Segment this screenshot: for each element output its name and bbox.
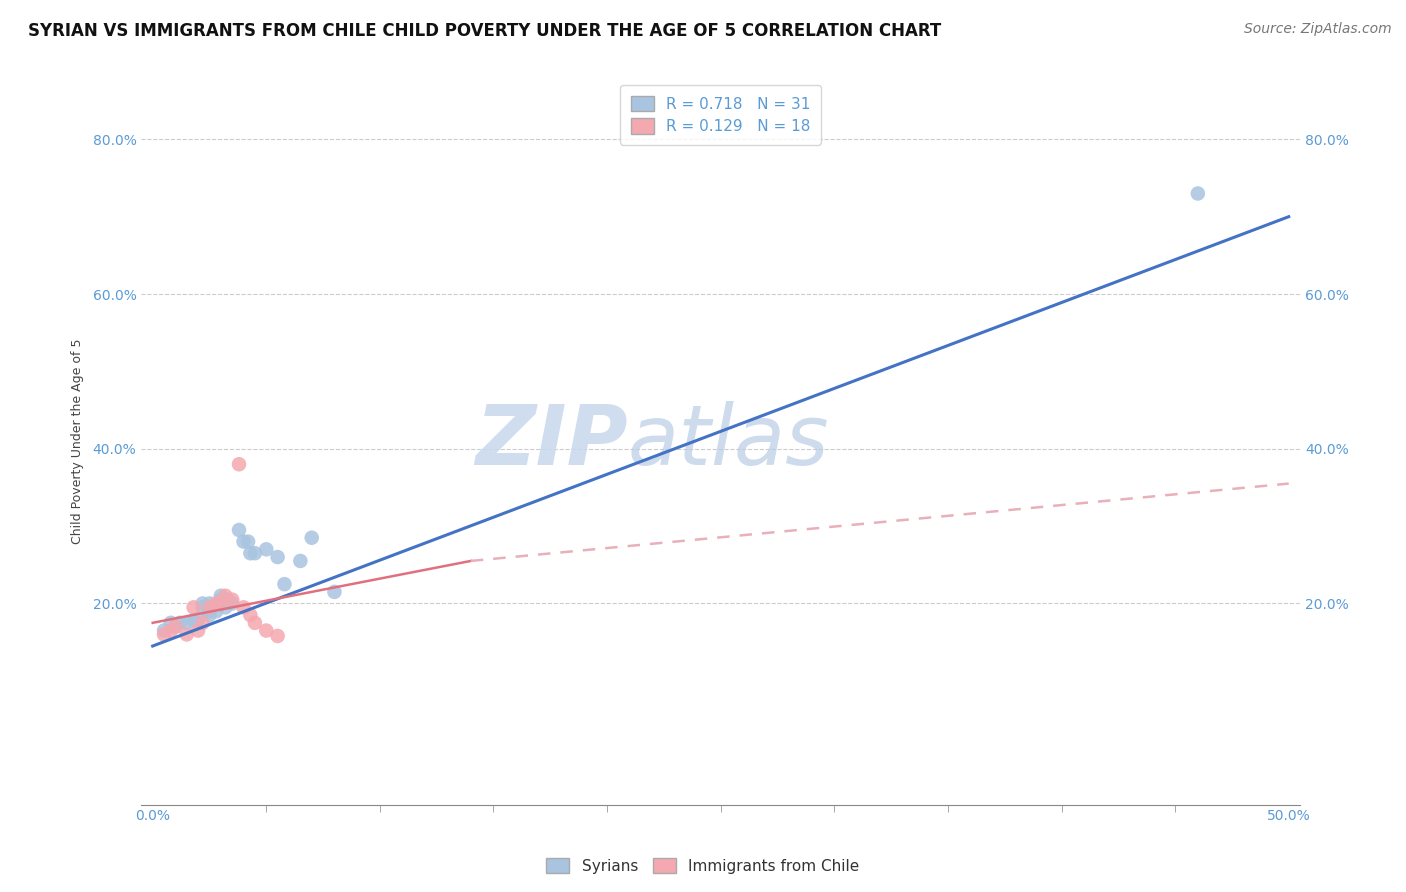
Point — [301, 531, 323, 545]
Point — [273, 577, 295, 591]
Point — [176, 615, 198, 630]
Point — [209, 597, 232, 611]
Text: ZIP: ZIP — [475, 401, 628, 482]
Point — [165, 620, 187, 634]
Point — [243, 546, 266, 560]
Point — [1187, 186, 1209, 201]
Point — [205, 597, 228, 611]
Point — [191, 597, 214, 611]
Point — [176, 627, 198, 641]
Point — [183, 600, 205, 615]
Point — [323, 585, 346, 599]
Text: atlas: atlas — [628, 401, 830, 482]
Point — [228, 457, 250, 471]
Point — [221, 597, 243, 611]
Point — [165, 620, 187, 634]
Point — [209, 589, 232, 603]
Point — [187, 624, 209, 638]
Point — [209, 592, 232, 607]
Point — [169, 615, 191, 630]
Point — [239, 546, 262, 560]
Point — [198, 604, 221, 618]
Point — [232, 534, 254, 549]
Point — [214, 589, 236, 603]
Point — [191, 615, 214, 630]
Legend: Syrians, Immigrants from Chile: Syrians, Immigrants from Chile — [540, 852, 866, 880]
Point — [205, 604, 228, 618]
Point — [254, 542, 277, 557]
Point — [160, 624, 183, 638]
Point — [198, 608, 221, 623]
Point — [290, 554, 312, 568]
Point — [187, 612, 209, 626]
Point — [217, 592, 239, 607]
Point — [153, 624, 176, 638]
Point — [239, 608, 262, 623]
Point — [221, 592, 243, 607]
Point — [209, 597, 232, 611]
Point — [266, 629, 288, 643]
Point — [198, 597, 221, 611]
Point — [183, 614, 205, 628]
Point — [243, 615, 266, 630]
Y-axis label: Child Poverty Under the Age of 5: Child Poverty Under the Age of 5 — [72, 338, 84, 544]
Point — [236, 534, 259, 549]
Point — [232, 600, 254, 615]
Point — [266, 550, 288, 565]
Legend: R = 0.718   N = 31, R = 0.129   N = 18: R = 0.718 N = 31, R = 0.129 N = 18 — [620, 85, 821, 145]
Point — [214, 600, 236, 615]
Point — [198, 600, 221, 615]
Point — [228, 523, 250, 537]
Point — [160, 615, 183, 630]
Point — [153, 627, 176, 641]
Point — [254, 624, 277, 638]
Point — [191, 600, 214, 615]
Text: Source: ZipAtlas.com: Source: ZipAtlas.com — [1244, 22, 1392, 37]
Text: SYRIAN VS IMMIGRANTS FROM CHILE CHILD POVERTY UNDER THE AGE OF 5 CORRELATION CHA: SYRIAN VS IMMIGRANTS FROM CHILE CHILD PO… — [28, 22, 942, 40]
